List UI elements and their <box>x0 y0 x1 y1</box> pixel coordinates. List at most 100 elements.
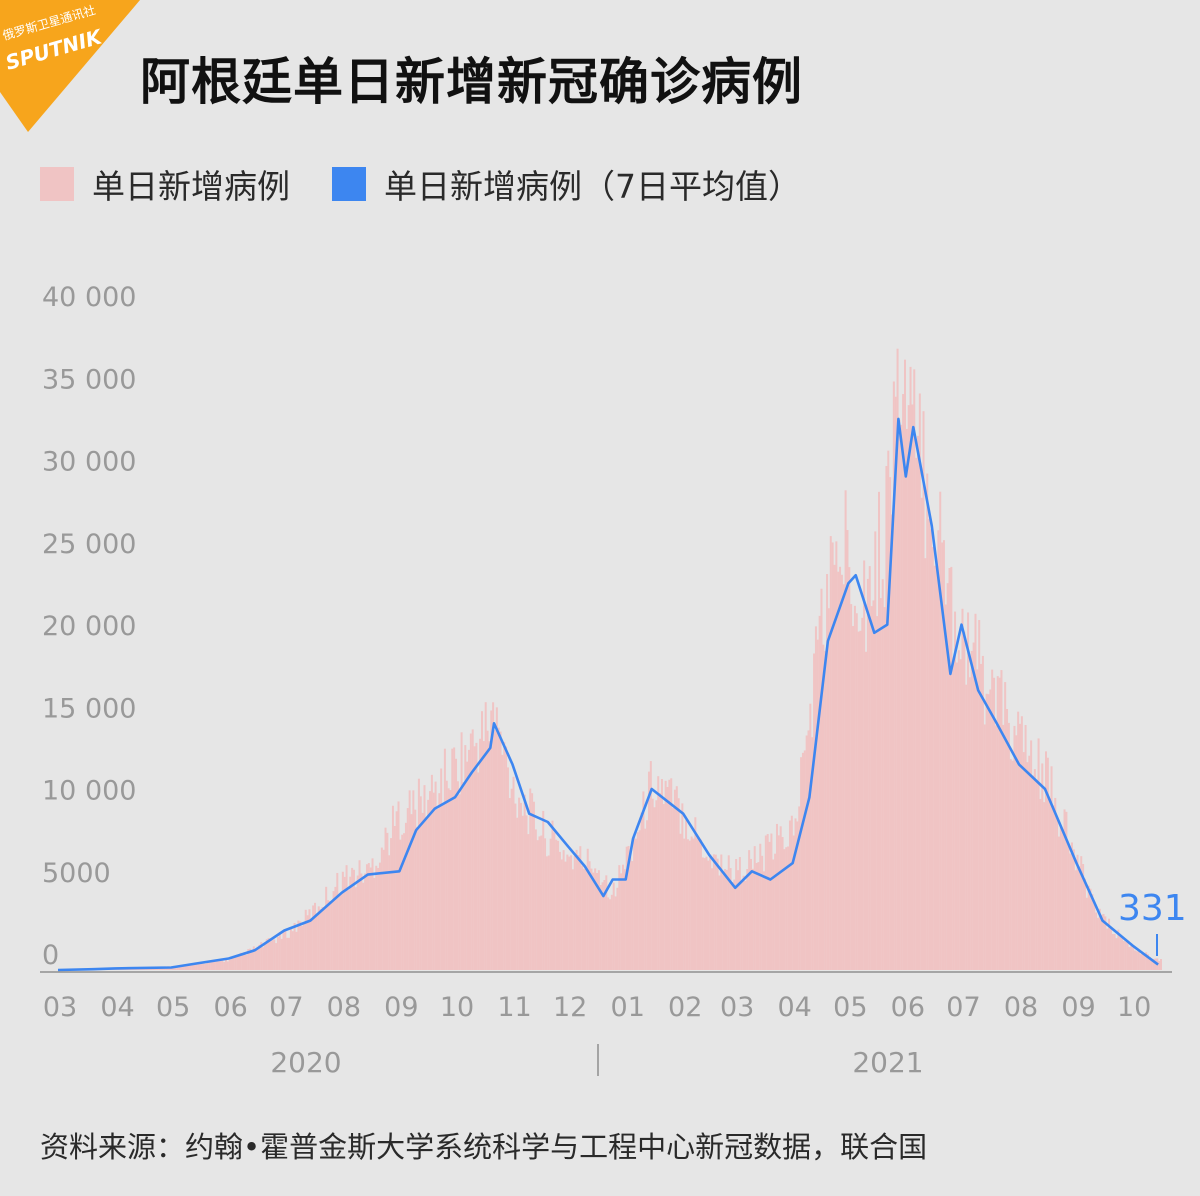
daily-bar <box>1022 752 1025 970</box>
daily-bar <box>352 869 355 970</box>
daily-bar <box>377 867 380 970</box>
daily-bar <box>206 961 209 970</box>
daily-bar <box>557 840 560 970</box>
daily-bar <box>236 954 239 970</box>
daily-bar <box>775 823 778 970</box>
daily-bar <box>275 943 278 970</box>
daily-bar <box>260 942 263 970</box>
daily-bar <box>1009 759 1012 970</box>
daily-bar <box>314 902 317 970</box>
daily-bar <box>544 838 547 970</box>
daily-bar <box>1152 958 1155 970</box>
logo-shape <box>0 0 140 132</box>
daily-bar <box>699 839 702 970</box>
daily-bar <box>646 820 649 970</box>
legend-item-daily: 单日新增病例 <box>40 160 290 208</box>
y-tick-label: 0 <box>42 940 59 971</box>
daily-bar <box>325 886 328 970</box>
daily-bar <box>555 839 558 970</box>
legend: 单日新增病例 单日新增病例（7日平均值） <box>40 160 843 208</box>
daily-bar <box>581 865 584 970</box>
daily-bar <box>570 855 573 970</box>
daily-bar <box>592 872 595 970</box>
daily-bar <box>1037 738 1040 970</box>
daily-bar <box>440 768 443 970</box>
daily-bar <box>442 804 445 970</box>
daily-bar <box>1091 894 1094 970</box>
daily-bar <box>221 960 224 970</box>
daily-bar <box>289 927 292 970</box>
daily-bar <box>1085 897 1088 970</box>
daily-bar <box>1074 870 1077 970</box>
daily-bar <box>803 750 806 970</box>
daily-bar <box>1015 735 1018 970</box>
daily-bar <box>438 793 441 970</box>
daily-bar <box>365 864 368 970</box>
daily-bar <box>649 761 652 970</box>
daily-bar <box>219 960 222 970</box>
daily-bar <box>421 812 424 970</box>
daily-bar <box>226 961 229 970</box>
daily-bar <box>1048 799 1051 970</box>
daily-bar <box>998 677 1001 970</box>
daily-bar <box>495 707 498 970</box>
daily-bar <box>458 794 461 970</box>
daily-bar <box>319 908 322 970</box>
daily-bar <box>737 870 740 970</box>
daily-bar <box>401 834 404 970</box>
daily-bar <box>751 868 754 970</box>
daily-bar <box>788 820 791 970</box>
daily-bar <box>510 788 513 970</box>
daily-bar <box>946 583 949 970</box>
daily-bar <box>1072 849 1075 970</box>
daily-bar <box>328 901 331 970</box>
daily-bar <box>1115 938 1118 970</box>
daily-bar <box>831 542 834 970</box>
daily-bar <box>820 588 823 970</box>
daily-bar <box>1050 766 1053 970</box>
daily-bar <box>273 939 276 970</box>
daily-bar <box>764 835 767 970</box>
daily-bar <box>813 653 816 970</box>
daily-bar <box>709 854 712 970</box>
daily-bar <box>892 381 895 970</box>
daily-bar <box>640 812 643 970</box>
daily-bar <box>942 540 945 970</box>
daily-bar <box>1078 866 1081 970</box>
daily-bar <box>1139 954 1142 970</box>
daily-bar <box>1150 958 1153 970</box>
daily-bar <box>766 834 769 970</box>
daily-bar <box>386 832 389 970</box>
daily-bar <box>1067 845 1070 970</box>
daily-bar <box>362 882 365 970</box>
daily-bar <box>805 735 808 970</box>
daily-bar <box>1080 856 1083 970</box>
daily-bar <box>468 749 471 970</box>
daily-bar <box>276 937 279 970</box>
daily-bar <box>564 861 567 970</box>
daily-bar <box>1093 903 1096 970</box>
chart-area: 0 5000 10 000 15 000 20 000 25 000 30 000 35 00… <box>40 282 1187 1079</box>
daily-bar <box>338 896 341 970</box>
daily-bar <box>403 833 406 970</box>
daily-bar <box>863 560 866 970</box>
daily-bar <box>1089 888 1092 970</box>
daily-bar <box>258 944 261 970</box>
daily-bar <box>822 644 825 970</box>
daily-bar <box>790 815 793 970</box>
daily-bar <box>968 677 971 970</box>
daily-bar <box>462 782 465 970</box>
daily-bar <box>349 876 352 970</box>
daily-bar <box>174 966 177 970</box>
daily-bar <box>913 369 916 971</box>
daily-bar <box>686 839 689 970</box>
daily-bar <box>939 491 942 970</box>
daily-bar <box>980 663 983 970</box>
daily-bar <box>486 730 489 970</box>
daily-bar <box>718 875 721 970</box>
daily-bar <box>959 659 962 970</box>
daily-bar <box>193 963 196 970</box>
daily-bar <box>343 876 346 970</box>
daily-bar <box>963 631 966 970</box>
daily-bar <box>189 964 192 970</box>
